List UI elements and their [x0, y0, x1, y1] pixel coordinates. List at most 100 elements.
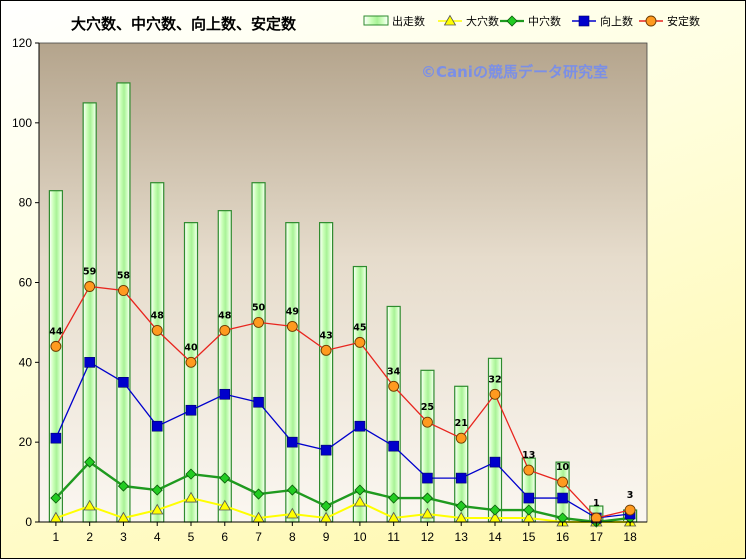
point-marker	[286, 484, 298, 496]
point-marker	[286, 320, 298, 332]
data-label: 48	[151, 310, 165, 321]
x-tick-label: 9	[323, 530, 330, 544]
point-marker	[118, 376, 129, 388]
data-label: 21	[455, 418, 468, 429]
point-marker	[353, 495, 367, 507]
point-marker	[388, 440, 399, 452]
point-marker	[219, 388, 231, 400]
x-tick-label: 10	[353, 530, 367, 544]
point-marker	[624, 504, 636, 516]
y-tick-label: 60	[19, 276, 33, 290]
point-marker	[523, 504, 535, 516]
point-marker	[422, 472, 433, 484]
data-label: 45	[353, 322, 366, 333]
point-marker	[489, 388, 501, 400]
point-marker	[184, 491, 198, 503]
y-tick-label: 120	[12, 36, 32, 50]
point-marker	[455, 500, 467, 512]
point-marker	[354, 420, 366, 432]
legend-label: 出走数	[392, 14, 425, 28]
point-marker	[50, 432, 62, 444]
data-label: 59	[83, 266, 96, 277]
data-label: 32	[488, 374, 501, 385]
series-line	[55, 361, 631, 519]
data-label: 10	[556, 462, 570, 473]
data-label: 40	[184, 342, 198, 353]
x-tick-label: 4	[154, 530, 161, 544]
data-label: 34	[387, 366, 401, 377]
point-marker	[252, 488, 265, 500]
point-marker	[185, 468, 197, 480]
point-marker	[185, 356, 197, 368]
point-marker	[253, 396, 264, 408]
bar	[352, 265, 367, 523]
legend-swatch	[363, 15, 389, 26]
point-marker	[421, 492, 434, 504]
point-marker	[151, 324, 163, 336]
data-label: 48	[218, 310, 232, 321]
point-marker	[354, 484, 366, 496]
x-tick-label: 7	[255, 530, 262, 544]
series-line	[55, 285, 631, 519]
data-label: 49	[286, 306, 299, 317]
y-tick-label: 40	[19, 355, 33, 369]
chart-title: 大穴数、中穴数、向上数、安定数	[71, 15, 297, 33]
x-tick-label: 3	[120, 530, 127, 544]
x-tick-label: 6	[221, 530, 228, 544]
bar	[150, 182, 165, 523]
point-marker	[218, 499, 231, 511]
x-tick-label: 8	[289, 530, 296, 544]
legend-label: 中穴数	[528, 14, 561, 28]
bar	[319, 222, 334, 523]
point-marker	[489, 456, 501, 468]
x-tick-label: 12	[421, 530, 435, 544]
point-marker	[151, 503, 164, 515]
legend-label: 安定数	[667, 14, 700, 28]
series-line	[55, 497, 631, 523]
x-tick-label: 15	[522, 530, 536, 544]
bar	[116, 82, 131, 523]
point-marker	[506, 15, 518, 27]
bar	[386, 305, 401, 523]
point-marker	[84, 281, 96, 292]
point-marker	[253, 316, 265, 328]
plot-area	[38, 42, 648, 523]
point-marker	[117, 480, 130, 492]
y-tick-label: 20	[19, 435, 33, 449]
data-label: 58	[117, 270, 131, 281]
point-marker	[443, 14, 457, 26]
x-tick-label: 16	[556, 530, 570, 544]
point-marker	[84, 357, 95, 368]
y-tick-label: 0	[25, 515, 32, 529]
point-marker	[286, 507, 299, 519]
data-label: 1	[593, 498, 600, 509]
x-tick-label: 2	[86, 530, 93, 544]
x-tick-label: 17	[590, 530, 604, 544]
point-marker	[320, 444, 332, 456]
bar	[48, 190, 63, 523]
x-tick-label: 14	[488, 530, 502, 544]
point-marker	[523, 492, 535, 504]
point-marker	[151, 420, 163, 432]
point-marker	[489, 504, 501, 516]
point-marker	[219, 324, 231, 336]
point-marker	[287, 436, 298, 448]
data-label: 44	[49, 326, 63, 337]
line-series	[50, 281, 636, 524]
y-tick-label: 80	[19, 196, 33, 210]
point-marker	[523, 464, 535, 476]
point-marker	[388, 380, 400, 392]
point-marker	[557, 492, 568, 504]
data-label: 3	[627, 490, 634, 501]
legend-label: 大穴数	[466, 14, 499, 28]
point-marker	[219, 472, 231, 484]
x-tick-label: 13	[455, 530, 469, 544]
point-marker	[421, 416, 433, 428]
line-series	[50, 357, 636, 524]
point-marker	[84, 456, 96, 468]
point-marker	[151, 484, 163, 496]
